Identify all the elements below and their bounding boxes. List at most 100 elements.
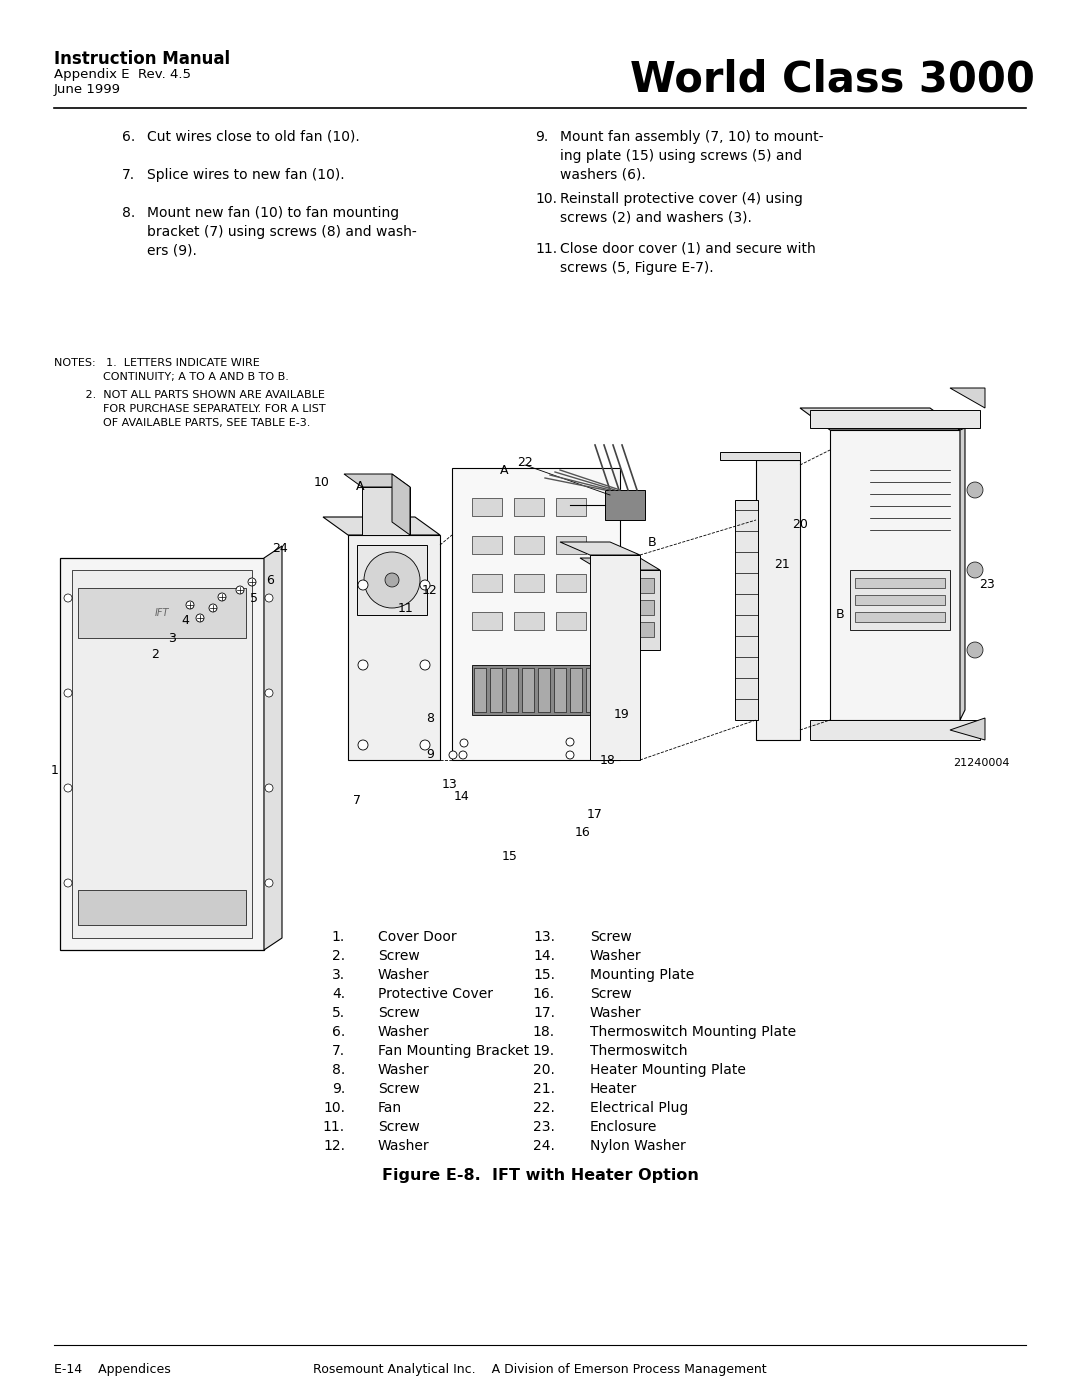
Text: 2: 2 <box>151 648 159 662</box>
Polygon shape <box>507 668 518 712</box>
Polygon shape <box>570 668 582 712</box>
Circle shape <box>64 784 72 792</box>
Text: Thermoswitch: Thermoswitch <box>590 1044 688 1058</box>
Text: 12: 12 <box>422 584 437 597</box>
Text: Mount new fan (10) to fan mounting
bracket (7) using screws (8) and wash-
ers (9: Mount new fan (10) to fan mounting brack… <box>147 205 417 258</box>
Text: Screw: Screw <box>378 1006 420 1020</box>
Text: 7.: 7. <box>332 1044 345 1058</box>
Text: 17: 17 <box>588 809 603 821</box>
Circle shape <box>566 752 573 759</box>
Polygon shape <box>323 517 440 535</box>
Text: Mount fan assembly (7, 10) to mount-
ing plate (15) using screws (5) and
washers: Mount fan assembly (7, 10) to mount- ing… <box>561 130 824 182</box>
Circle shape <box>218 592 226 601</box>
Polygon shape <box>362 488 410 535</box>
Text: Fan Mounting Bracket: Fan Mounting Bracket <box>378 1044 529 1058</box>
Circle shape <box>265 689 273 697</box>
Text: Screw: Screw <box>378 1120 420 1134</box>
Text: 19.: 19. <box>532 1044 555 1058</box>
Circle shape <box>967 562 983 578</box>
Text: 14.: 14. <box>534 949 555 963</box>
Polygon shape <box>392 474 410 535</box>
Circle shape <box>967 482 983 497</box>
Circle shape <box>420 740 430 750</box>
Polygon shape <box>590 555 640 760</box>
Text: World Class 3000: World Class 3000 <box>630 59 1035 101</box>
Polygon shape <box>810 409 980 427</box>
Text: 8.: 8. <box>122 205 135 219</box>
Text: 21: 21 <box>774 559 789 571</box>
Text: B: B <box>836 609 845 622</box>
Text: Reinstall protective cover (4) using
screws (2) and washers (3).: Reinstall protective cover (4) using scr… <box>561 191 802 225</box>
Text: 6.: 6. <box>122 130 135 144</box>
Text: 9: 9 <box>427 749 434 761</box>
Text: Electrical Plug: Electrical Plug <box>590 1101 688 1115</box>
Text: 11.: 11. <box>535 242 557 256</box>
Polygon shape <box>514 612 544 630</box>
Text: Instruction Manual: Instruction Manual <box>54 50 230 68</box>
Text: 18: 18 <box>600 753 616 767</box>
Text: 14: 14 <box>454 789 470 802</box>
Text: 17.: 17. <box>534 1006 555 1020</box>
Text: Screw: Screw <box>378 949 420 963</box>
Circle shape <box>64 689 72 697</box>
Text: 15: 15 <box>502 849 518 862</box>
Circle shape <box>357 580 368 590</box>
Text: Heater: Heater <box>590 1083 637 1097</box>
Circle shape <box>967 643 983 658</box>
Polygon shape <box>514 536 544 555</box>
Polygon shape <box>556 612 586 630</box>
Circle shape <box>357 740 368 750</box>
Text: Close door cover (1) and secure with
screws (5, Figure E-7).: Close door cover (1) and secure with scr… <box>561 242 815 275</box>
Circle shape <box>248 578 256 585</box>
Text: June 1999: June 1999 <box>54 82 121 96</box>
Circle shape <box>420 659 430 671</box>
Polygon shape <box>602 668 615 712</box>
Text: Thermoswitch Mounting Plate: Thermoswitch Mounting Plate <box>590 1025 796 1039</box>
Text: 16: 16 <box>576 827 591 840</box>
Polygon shape <box>720 453 800 460</box>
Text: 24: 24 <box>272 542 288 555</box>
Text: Washer: Washer <box>378 1063 430 1077</box>
Text: Protective Cover: Protective Cover <box>378 988 492 1002</box>
Text: E-14    Appendices: E-14 Appendices <box>54 1363 171 1376</box>
Polygon shape <box>78 588 246 638</box>
Text: 5.: 5. <box>332 1006 345 1020</box>
Text: 13.: 13. <box>534 930 555 944</box>
Circle shape <box>64 594 72 602</box>
Text: 10.: 10. <box>535 191 557 205</box>
Polygon shape <box>472 574 502 592</box>
Text: 19: 19 <box>615 708 630 721</box>
Circle shape <box>364 552 420 608</box>
Text: 7.: 7. <box>122 168 135 182</box>
Circle shape <box>566 738 573 746</box>
Text: Fan: Fan <box>378 1101 402 1115</box>
Text: 22.: 22. <box>534 1101 555 1115</box>
Circle shape <box>237 585 244 594</box>
Text: Nylon Washer: Nylon Washer <box>590 1139 686 1153</box>
Polygon shape <box>606 622 654 637</box>
Text: B: B <box>648 536 657 549</box>
Polygon shape <box>950 718 985 740</box>
Polygon shape <box>538 668 550 712</box>
Text: Washer: Washer <box>378 968 430 982</box>
Polygon shape <box>606 578 654 592</box>
Polygon shape <box>345 474 410 488</box>
Polygon shape <box>606 599 654 615</box>
Circle shape <box>64 879 72 887</box>
Text: OF AVAILABLE PARTS, SEE TABLE E-3.: OF AVAILABLE PARTS, SEE TABLE E-3. <box>54 418 310 427</box>
Text: FOR PURCHASE SEPARATELY. FOR A LIST: FOR PURCHASE SEPARATELY. FOR A LIST <box>54 404 326 414</box>
Polygon shape <box>580 557 660 570</box>
Text: Washer: Washer <box>378 1139 430 1153</box>
Circle shape <box>265 784 273 792</box>
Text: A: A <box>500 464 509 476</box>
Text: 8.: 8. <box>332 1063 345 1077</box>
Text: 13: 13 <box>442 778 458 792</box>
Text: 24.: 24. <box>534 1139 555 1153</box>
Polygon shape <box>72 570 252 937</box>
Text: Heater Mounting Plate: Heater Mounting Plate <box>590 1063 746 1077</box>
Text: 9.: 9. <box>332 1083 345 1097</box>
Polygon shape <box>605 490 645 520</box>
Text: 10: 10 <box>314 476 329 489</box>
Text: NOTES:   1.  LETTERS INDICATE WIRE: NOTES: 1. LETTERS INDICATE WIRE <box>54 358 260 367</box>
Text: Cover Door: Cover Door <box>378 930 457 944</box>
